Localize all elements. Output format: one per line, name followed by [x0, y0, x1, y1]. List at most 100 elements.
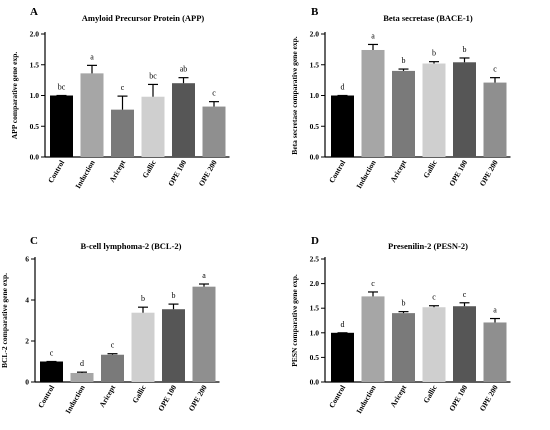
panel-title: Amyloid Precursor Protein (APP)	[82, 13, 205, 23]
panel-letter: A	[30, 6, 38, 18]
x-tick-label: Gallic	[421, 158, 439, 180]
significance-label: a	[371, 31, 375, 40]
x-tick-label: Aricept	[107, 158, 127, 184]
x-tick-label: OPE 100	[447, 158, 469, 187]
significance-label: a	[202, 271, 206, 280]
significance-label: bc	[58, 83, 66, 92]
panel-title: Presenilin-2 (PESN-2)	[388, 241, 468, 251]
y-tick-label: 0	[25, 378, 29, 387]
significance-label: c	[493, 65, 497, 74]
y-tick-label: 1.0	[310, 328, 320, 337]
significance-label: b	[402, 56, 406, 65]
bar	[422, 307, 446, 382]
y-tick-label: 1.5	[310, 304, 320, 313]
x-tick-label: Aricept	[388, 158, 408, 184]
y-tick-label: 4	[25, 296, 29, 305]
panel-b: B Beta secretase (BACE-1) Beta secretase c…	[290, 6, 511, 190]
y-tick-label: 0.5	[310, 353, 320, 362]
panel-title: Beta secretase (BACE-1)	[383, 13, 473, 23]
x-tick-label: OPE 100	[156, 383, 178, 412]
y-tick-label: 6	[25, 255, 29, 264]
bar	[392, 70, 415, 157]
bar	[422, 63, 446, 157]
y-axis-label: Beta secretase comparative gene exp.	[290, 36, 299, 154]
significance-label: b	[172, 291, 176, 300]
y-tick-label: 1.5	[30, 60, 40, 69]
significance-label: b	[432, 49, 436, 58]
x-tick-label: Induction	[354, 383, 378, 415]
panel-letter: D	[311, 235, 319, 247]
bar	[40, 361, 63, 382]
x-tick-label: OPE 100	[447, 383, 469, 412]
y-tick-label: 0.0	[310, 378, 320, 387]
significance-label: c	[121, 83, 125, 92]
x-tick-label: Induction	[73, 158, 97, 190]
bar	[453, 306, 476, 382]
x-tick-label: Control	[36, 384, 56, 410]
panel-d: D Presenilin-2 (PESN-2) PESN comparative g…	[290, 235, 511, 415]
y-tick-label: 2.5	[310, 255, 320, 264]
significance-label: c	[50, 349, 54, 358]
y-tick-label: 0.5	[30, 122, 40, 131]
x-tick-label: Gallic	[130, 383, 148, 405]
x-tick-label: OPE 100	[166, 158, 188, 187]
x-tick-label: Control	[327, 159, 347, 185]
bar	[331, 332, 354, 382]
x-tick-label: Gallic	[421, 383, 439, 405]
significance-label: a	[90, 52, 94, 61]
y-tick-label: 0.0	[310, 153, 320, 162]
x-tick-label: Gallic	[140, 158, 158, 180]
y-axis-label: BCL-2 comparative gene exp.	[0, 273, 9, 368]
x-tick-label: Aricept	[388, 383, 408, 409]
x-tick-label: OPE 200	[478, 158, 500, 187]
y-tick-label: 2.0	[310, 30, 320, 39]
y-tick-label: 1.0	[30, 91, 40, 100]
significance-label: b	[141, 294, 145, 303]
panel-c: C B-cell lymphoma-2 (BCL-2) BCL-2 comparat…	[0, 235, 220, 415]
bar	[192, 286, 216, 382]
significance-label: d	[341, 83, 345, 92]
significance-label: d	[80, 359, 84, 368]
y-tick-label: 2.0	[310, 279, 320, 288]
bar	[172, 83, 195, 157]
x-tick-label: Induction	[63, 383, 87, 415]
significance-label: c	[111, 341, 115, 350]
bar	[453, 62, 476, 157]
significance-label: c	[463, 290, 467, 299]
y-axis-label: APP comparative gene exp.	[10, 52, 19, 140]
x-tick-label: OPE 200	[197, 158, 219, 187]
bar	[483, 322, 507, 382]
bar	[50, 95, 73, 157]
bar	[141, 96, 165, 157]
significance-label: c	[212, 89, 216, 98]
bar	[331, 95, 354, 157]
significance-label: d	[341, 320, 345, 329]
y-tick-label: 2	[25, 337, 29, 346]
bar	[111, 109, 134, 157]
significance-label: ab	[180, 65, 188, 74]
x-tick-label: OPE 200	[187, 383, 209, 412]
bar	[162, 309, 185, 382]
x-tick-label: Control	[327, 384, 347, 410]
bar	[101, 354, 124, 382]
y-tick-label: 1.5	[310, 60, 320, 69]
bar	[361, 49, 385, 157]
significance-label: b	[402, 299, 406, 308]
bar	[483, 82, 507, 157]
bar	[392, 313, 415, 382]
bar	[70, 372, 94, 382]
bar	[202, 106, 226, 157]
x-tick-label: Control	[46, 159, 66, 185]
panel-letter: B	[311, 6, 319, 18]
panel-a: A Amyloid Precursor Protein (APP) APP comp…	[10, 6, 230, 190]
y-tick-label: 0.5	[310, 122, 320, 131]
y-tick-label: 0.0	[30, 153, 40, 162]
panel-letter: C	[30, 235, 38, 247]
x-tick-label: OPE 200	[478, 383, 500, 412]
x-tick-label: Induction	[354, 158, 378, 190]
panel-title: B-cell lymphoma-2 (BCL-2)	[80, 241, 181, 251]
bar	[361, 296, 385, 382]
y-tick-label: 2.0	[30, 30, 40, 39]
significance-label: a	[493, 306, 497, 315]
